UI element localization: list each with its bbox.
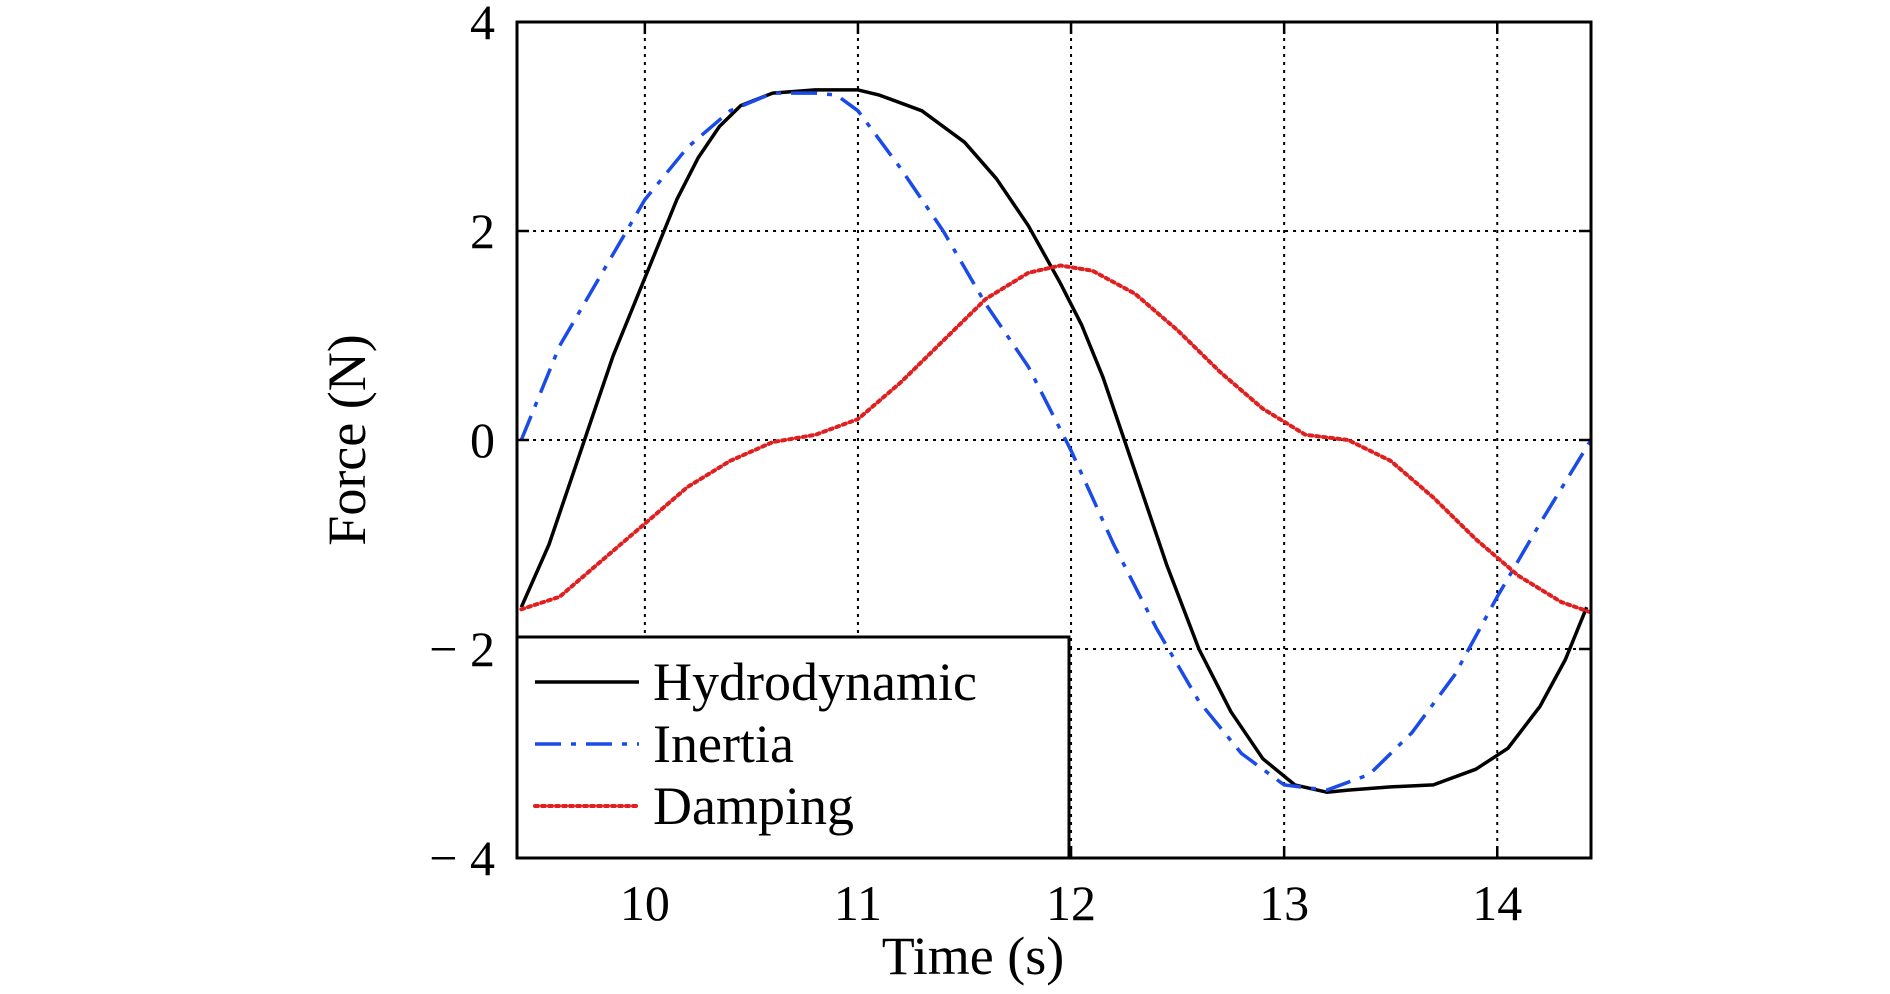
y-tick-label: 0 <box>470 412 495 468</box>
y-axis-title: Force (N) <box>317 334 377 545</box>
x-tick-label: 14 <box>1472 875 1522 931</box>
legend-label-damping: Damping <box>653 776 854 836</box>
y-tick-label: 4 <box>470 0 495 50</box>
y-tick-label: 2 <box>470 203 495 259</box>
legend-label-hydrodynamic: Hydrodynamic <box>653 652 977 712</box>
x-tick-label: 11 <box>834 875 882 931</box>
x-tick-label: 12 <box>1046 875 1096 931</box>
y-tick-label: − 4 <box>429 830 495 886</box>
x-tick-label: 10 <box>620 875 670 931</box>
tick-layer: 10 11 12 13 14 4 2 0 − 2 − 4 <box>429 0 1591 931</box>
y-tick-label: − 2 <box>429 621 495 677</box>
legend-box <box>515 635 1071 860</box>
series-layer <box>519 88 1593 794</box>
x-tick-label: 13 <box>1259 875 1309 931</box>
series-line-inertia <box>519 91 1593 792</box>
legend-label-inertia: Inertia <box>653 714 794 774</box>
series-line-hydrodynamic <box>519 88 1589 794</box>
x-axis-title: Time (s) <box>882 926 1065 986</box>
series-line-damping <box>519 263 1593 615</box>
